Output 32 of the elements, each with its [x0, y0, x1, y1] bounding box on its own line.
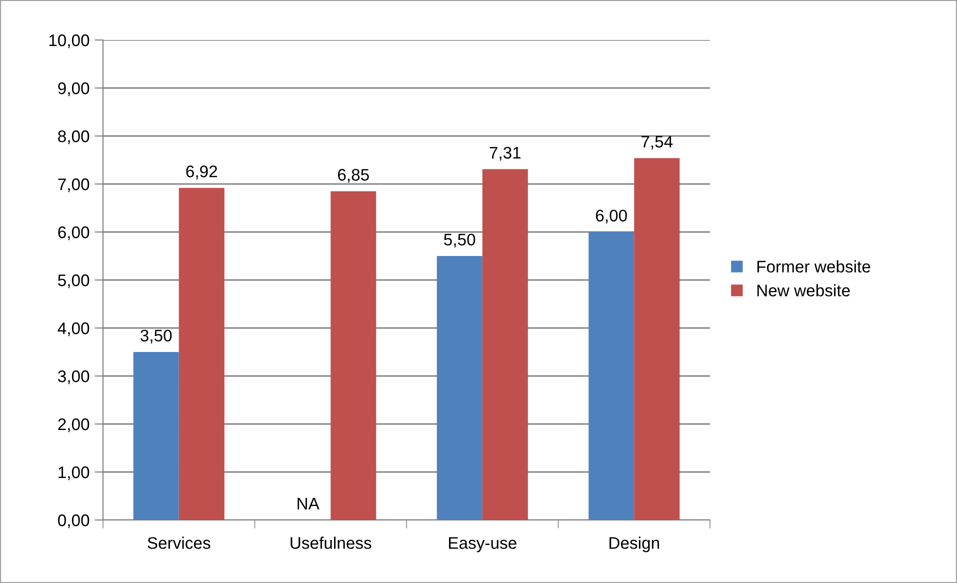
data-label: 7,54 — [642, 136, 673, 150]
data-label: 6,92 — [186, 166, 218, 180]
y-tick-label: 5,00 — [58, 274, 90, 288]
y-tick-label: 9,00 — [58, 82, 90, 96]
y-tick-label: 10,00 — [49, 34, 90, 48]
x-tick-label: Easy-use — [449, 537, 516, 552]
bar — [482, 169, 528, 520]
data-label: 6,85 — [338, 168, 369, 183]
bar — [634, 158, 680, 520]
y-tick-label: 3,00 — [58, 370, 90, 384]
x-tick-label: Usefulness — [290, 536, 372, 549]
x-tick-label: Services — [148, 536, 210, 549]
bar — [133, 352, 179, 520]
bar — [436, 256, 482, 520]
y-tick-label: 1,00 — [58, 466, 90, 480]
bar — [178, 188, 224, 520]
y-tick-label: 7,00 — [58, 178, 90, 192]
y-tick-label: 0,00 — [58, 514, 90, 528]
bar — [588, 232, 634, 520]
y-tick-label: 8,00 — [58, 130, 90, 144]
data-label: 3,50 — [140, 330, 172, 344]
y-tick-label: 6,00 — [58, 226, 90, 240]
legend-label: Former website — [757, 260, 870, 273]
y-tick-label: 2,00 — [58, 418, 90, 432]
legend-label: New website — [757, 284, 850, 296]
data-label: 7,31 — [490, 146, 521, 161]
text: NA — [298, 498, 320, 510]
y-tick-label: 4,00 — [58, 322, 90, 336]
x-tick-label: Design — [610, 536, 659, 552]
bar — [330, 191, 376, 520]
data-label: 6,00 — [596, 210, 627, 224]
data-label: 5,50 — [444, 234, 476, 248]
